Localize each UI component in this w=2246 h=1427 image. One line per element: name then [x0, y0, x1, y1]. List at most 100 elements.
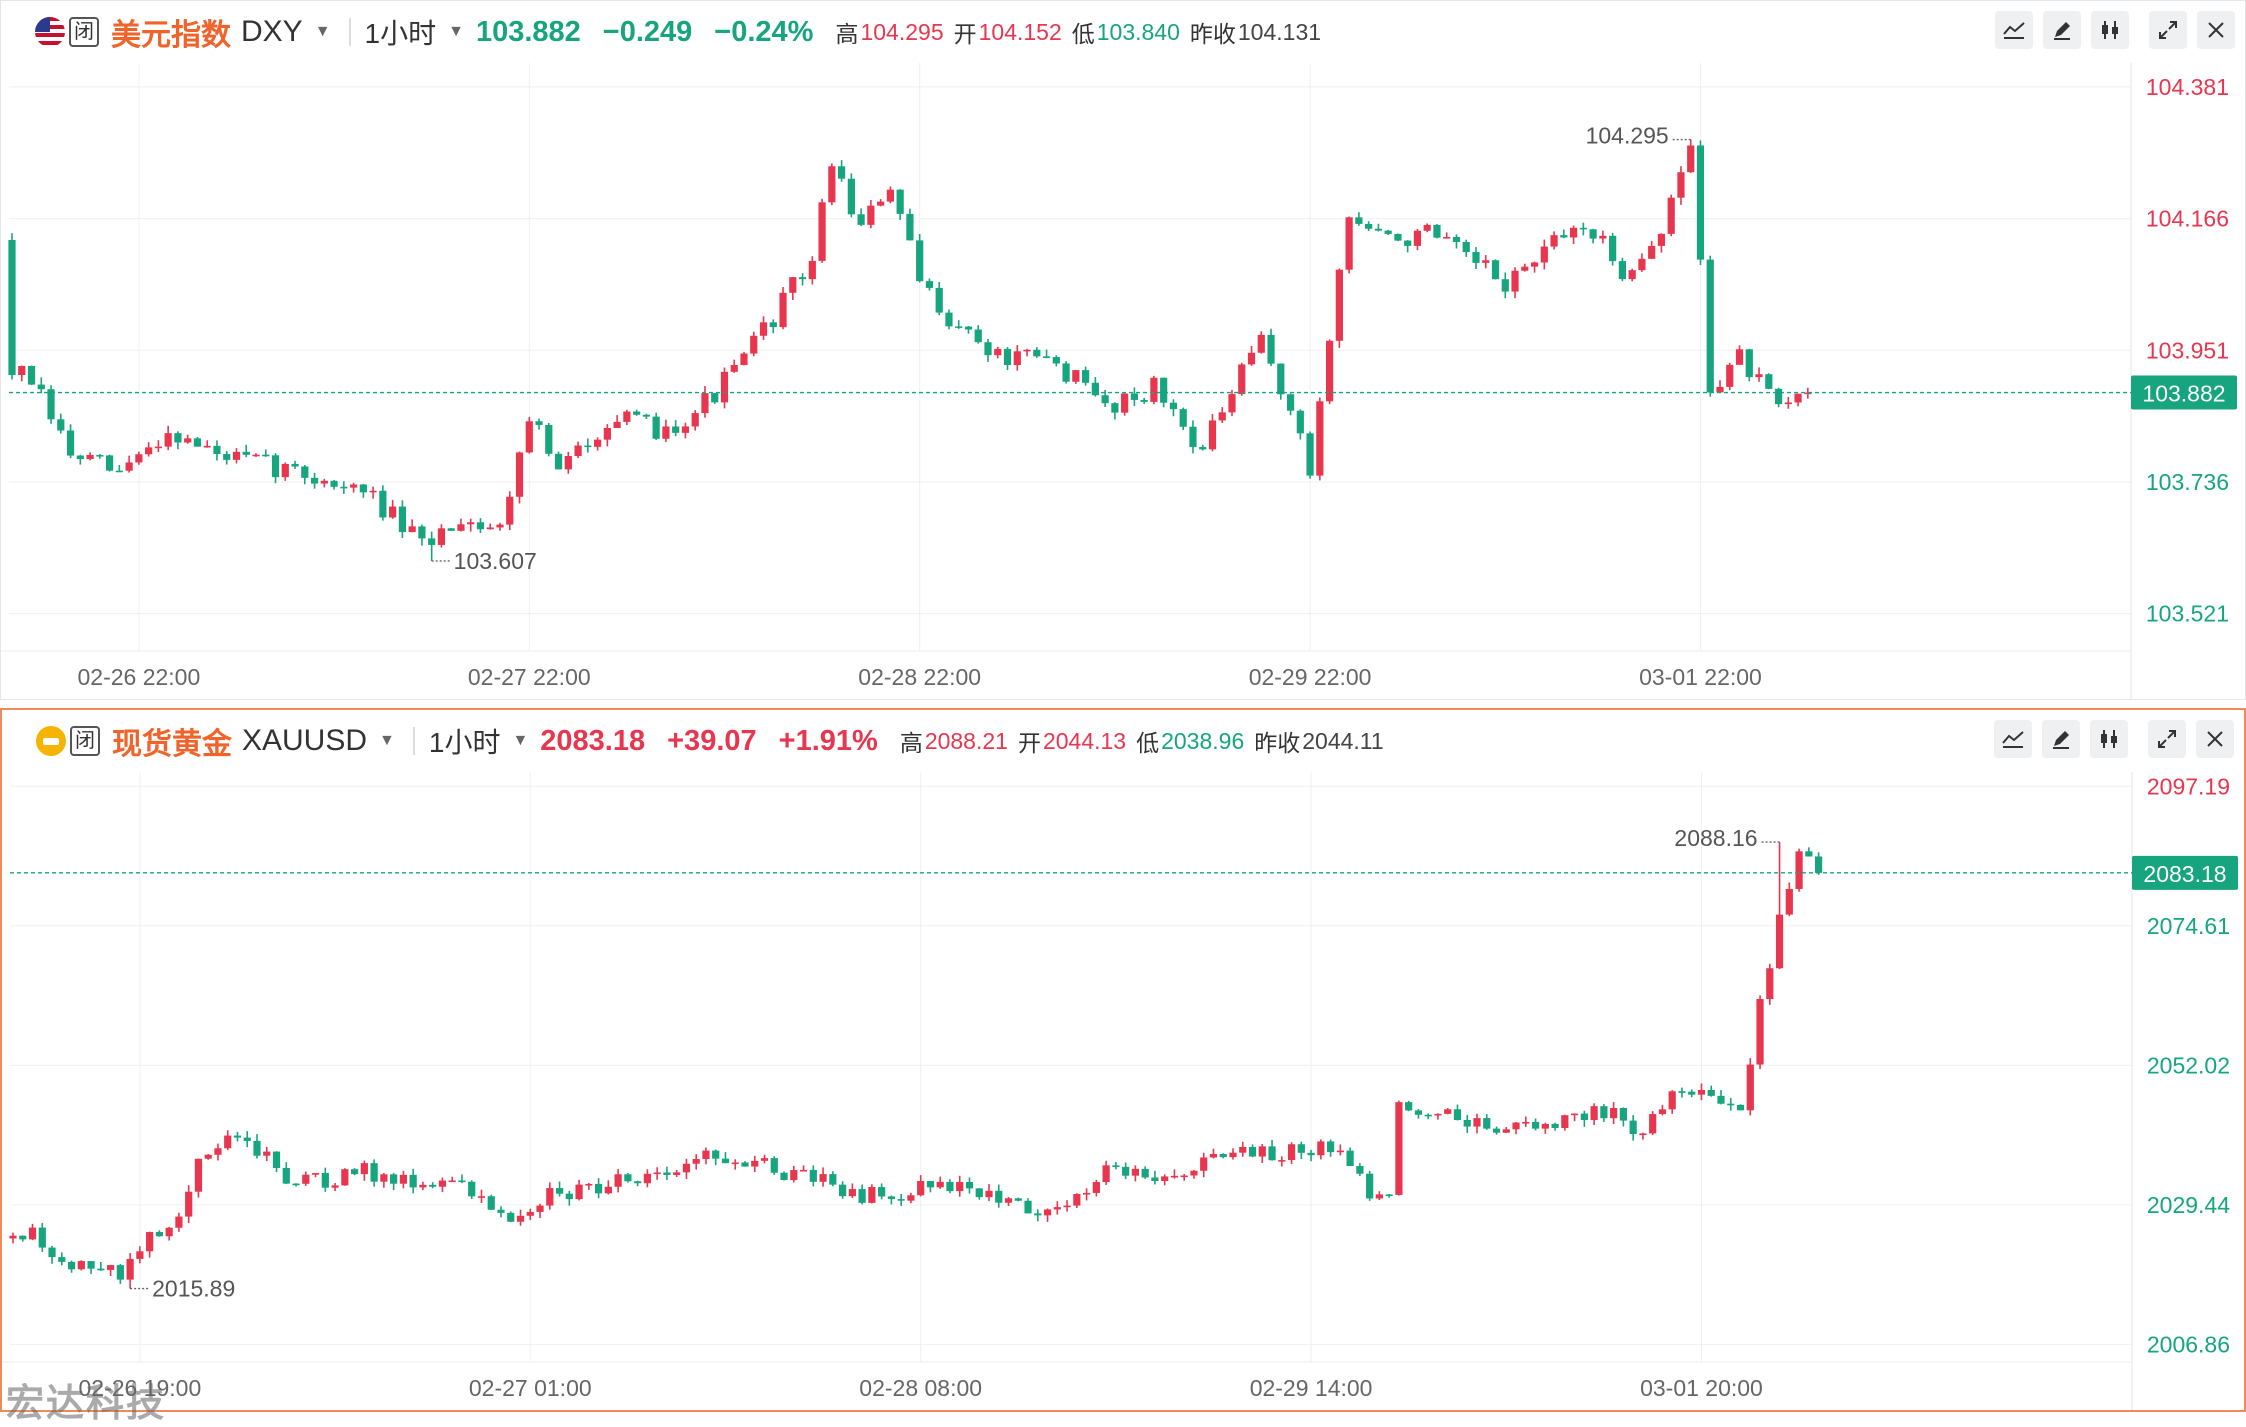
draw-icon[interactable] — [2043, 11, 2081, 49]
symbol-code[interactable]: DXY — [241, 15, 303, 48]
indicator-icon[interactable] — [1995, 11, 2033, 49]
candle — [1571, 1113, 1579, 1122]
candle-body — [164, 433, 172, 447]
low-label: 低 — [1136, 730, 1160, 756]
candle — [1405, 1100, 1413, 1112]
candle-body — [428, 538, 436, 545]
candle — [302, 1171, 310, 1186]
candle-body — [730, 365, 738, 372]
candle-body — [447, 528, 455, 531]
candle — [828, 163, 836, 206]
dxy-chart-panel[interactable]: 闭 美元指数 DXY ▼ 1小时 ▼ 103.882 −0.249 −0.24%… — [0, 0, 2246, 700]
candle — [507, 1211, 515, 1223]
candle-body — [1706, 259, 1714, 393]
interval-select[interactable]: 1小时 — [364, 18, 437, 49]
candle — [1657, 233, 1666, 253]
low-value: 2038.96 — [1161, 727, 1245, 754]
candle-body — [311, 1173, 320, 1175]
divider — [412, 727, 415, 755]
candle — [1034, 1209, 1042, 1222]
dxy-candlestick-chart[interactable]: 103.882 104.381 104.166 103.951 103.736 103.5… — [1, 63, 2245, 699]
candle-body — [1218, 412, 1226, 421]
candle-body — [1307, 1152, 1315, 1156]
candle-body — [429, 1184, 437, 1187]
candle — [1160, 377, 1168, 408]
candle — [1268, 1139, 1276, 1161]
expand-icon[interactable] — [2149, 11, 2187, 49]
candle — [301, 464, 309, 485]
candle — [282, 1162, 290, 1185]
candle — [292, 1183, 300, 1187]
interval-select[interactable]: 1小时 — [428, 727, 501, 758]
candle-body — [66, 430, 75, 456]
candle — [271, 453, 280, 484]
candle-body — [1687, 145, 1695, 173]
candle-body — [848, 1189, 856, 1197]
open-value: 2044.13 — [1042, 727, 1127, 754]
candle-body — [86, 454, 94, 460]
candle — [310, 472, 319, 489]
candle-body — [448, 1180, 456, 1183]
candle — [232, 448, 241, 464]
expand-icon[interactable] — [2148, 720, 2186, 758]
candle — [604, 1180, 612, 1195]
candle — [1561, 1114, 1569, 1131]
candle — [1785, 882, 1793, 917]
candles-icon[interactable] — [2090, 720, 2128, 758]
candle-body — [1521, 266, 1529, 271]
candle — [858, 1184, 866, 1205]
low-label: 低 — [1071, 21, 1095, 47]
gold-chart-panel[interactable]: 闭 现货黄金 XAUUSD ▼ 1小时 ▼ 2083.18 +39.07 +1.… — [0, 708, 2246, 1412]
symbol-code[interactable]: XAUUSD — [242, 724, 368, 757]
candle-body — [1111, 403, 1119, 413]
candle-body — [379, 490, 387, 518]
candle — [1784, 397, 1792, 409]
candle — [1151, 1170, 1159, 1185]
candle-body — [1815, 856, 1823, 873]
candles-icon[interactable] — [2091, 11, 2129, 49]
candle — [1589, 228, 1597, 244]
candle-body — [535, 421, 543, 425]
candle-body — [321, 1173, 329, 1188]
candle — [204, 1154, 212, 1160]
candle — [116, 1264, 124, 1284]
candle-body — [936, 1181, 944, 1188]
candle-body — [1530, 262, 1539, 267]
candle-body — [1121, 393, 1129, 413]
candle — [1413, 228, 1422, 251]
candle-body — [1745, 349, 1753, 378]
candle-body — [828, 166, 836, 203]
candle — [1599, 230, 1607, 244]
candle-body — [974, 329, 982, 343]
last-price-tag — [2131, 375, 2237, 410]
candle-body — [1677, 172, 1685, 198]
candle-body — [1013, 351, 1021, 366]
candle-body — [1717, 1095, 1725, 1104]
close-icon[interactable] — [2197, 11, 2235, 49]
candle — [1570, 225, 1578, 244]
candle-body — [1306, 433, 1314, 476]
candle — [1169, 399, 1178, 417]
candle — [37, 377, 45, 394]
interval-dropdown-icon[interactable]: ▼ — [448, 23, 464, 40]
close-icon[interactable] — [2196, 720, 2234, 758]
candle-body — [1531, 1121, 1540, 1129]
candle — [1512, 1122, 1520, 1135]
symbol-dropdown-icon[interactable]: ▼ — [379, 732, 395, 749]
symbol-name[interactable]: 美元指数 — [111, 19, 231, 52]
interval-dropdown-icon[interactable]: ▼ — [512, 732, 529, 749]
symbol-dropdown-icon[interactable]: ▼ — [314, 23, 331, 40]
gold-candlestick-chart[interactable]: 2083.18 2097.19 2074.61 2052.02 2029.44 2006.… — [2, 772, 2244, 1410]
draw-icon[interactable] — [2042, 720, 2080, 758]
candle — [839, 1181, 847, 1199]
candle-body — [751, 1160, 759, 1167]
indicator-icon[interactable] — [1994, 720, 2032, 758]
candle-body — [48, 1247, 56, 1258]
symbol-name[interactable]: 现货黄金 — [112, 728, 232, 761]
candle — [1335, 268, 1343, 348]
candle — [458, 1174, 466, 1184]
candle-body — [896, 189, 904, 214]
candle-body — [546, 1188, 554, 1206]
candle-body — [595, 1183, 603, 1194]
candle-body — [1366, 1173, 1374, 1199]
